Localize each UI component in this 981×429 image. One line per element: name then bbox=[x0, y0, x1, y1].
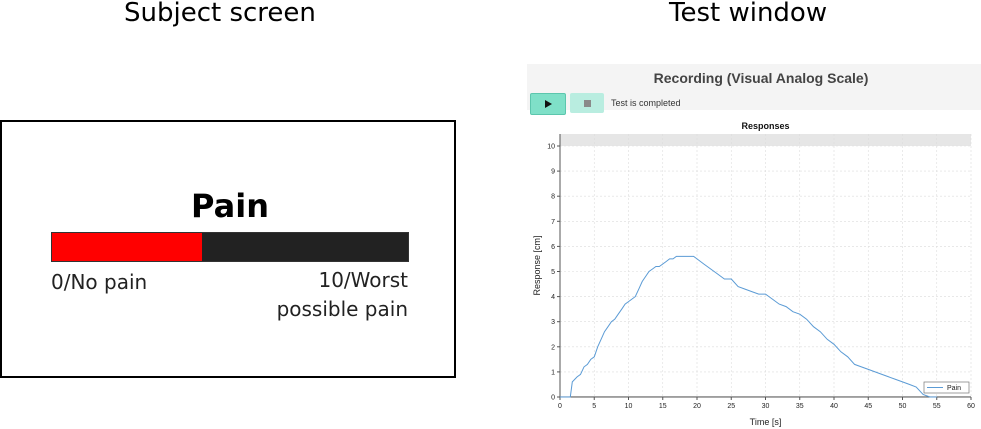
subject-screen-heading: Subject screen bbox=[124, 0, 316, 28]
chart-grid bbox=[559, 134, 972, 398]
y-tick-label: 5 bbox=[551, 269, 555, 276]
legend-box bbox=[923, 381, 970, 394]
responses-chart: Responses 0 5 10 15 20 25 30 35 40 45 50 55 60012345… bbox=[532, 121, 975, 427]
x-axis-title: Time [s] bbox=[750, 417, 782, 427]
x-tick-label: 50 bbox=[899, 403, 907, 410]
stop-icon bbox=[583, 99, 591, 107]
visual-analog-scale-bar[interactable] bbox=[51, 232, 409, 262]
y-tick-label: 4 bbox=[551, 294, 555, 301]
recording-header: Recording (Visual Analog Scale) Test is … bbox=[527, 64, 981, 115]
y-tick-label: 0 bbox=[551, 395, 555, 402]
y-tick-label: 1 bbox=[551, 369, 555, 376]
chart-legend: Pain bbox=[923, 381, 970, 394]
y-tick-label: 10 bbox=[547, 144, 555, 151]
x-tick-label: 45 bbox=[864, 403, 872, 410]
play-icon bbox=[544, 100, 552, 108]
stop-button[interactable] bbox=[570, 93, 604, 113]
test-window-heading: Test window bbox=[669, 0, 828, 28]
y-tick-label: 2 bbox=[551, 344, 555, 351]
scale-fill bbox=[52, 233, 202, 261]
y-tick-label: 9 bbox=[551, 169, 555, 176]
y-tick-label: 3 bbox=[551, 319, 555, 326]
x-tick-label: 25 bbox=[727, 403, 735, 410]
chart-axes bbox=[559, 134, 971, 398]
y-tick-label: 8 bbox=[551, 194, 555, 201]
x-tick-label: 10 bbox=[625, 403, 633, 410]
y-axis-title: Response [cm] bbox=[532, 235, 542, 295]
series-line-pain bbox=[560, 255, 937, 398]
x-tick-label: 55 bbox=[933, 403, 941, 410]
play-button[interactable] bbox=[530, 93, 566, 115]
status-text: Test is completed bbox=[611, 98, 681, 108]
recording-title: Recording (Visual Analog Scale) bbox=[653, 70, 869, 86]
legend-entry-pain: Pain bbox=[947, 385, 961, 392]
scale-right-anchor-line2: possible pain bbox=[276, 297, 408, 321]
x-tick-label: 0 bbox=[558, 403, 562, 410]
x-tick-label: 30 bbox=[762, 403, 770, 410]
scale-right-anchor: 10/Worst possible pain bbox=[277, 266, 408, 324]
chart-series bbox=[560, 255, 937, 398]
y-tick-label: 7 bbox=[551, 219, 555, 226]
x-tick-label: 5 bbox=[592, 403, 596, 410]
x-tick-label: 20 bbox=[693, 403, 701, 410]
scale-left-anchor: 0/No pain bbox=[51, 270, 148, 294]
x-tick-label: 60 bbox=[967, 403, 975, 410]
chart-title: Responses bbox=[741, 121, 789, 131]
subject-screen-panel: Pain 0/No pain 10/Worst possible pain bbox=[0, 120, 456, 378]
y-tick-label: 6 bbox=[551, 244, 555, 251]
x-tick-label: 35 bbox=[796, 403, 804, 410]
pain-title: Pain bbox=[191, 187, 269, 225]
x-tick-label: 40 bbox=[830, 403, 838, 410]
scale-right-anchor-line1: 10/Worst bbox=[318, 268, 408, 292]
plot-background bbox=[560, 134, 971, 397]
x-tick-label: 15 bbox=[659, 403, 667, 410]
